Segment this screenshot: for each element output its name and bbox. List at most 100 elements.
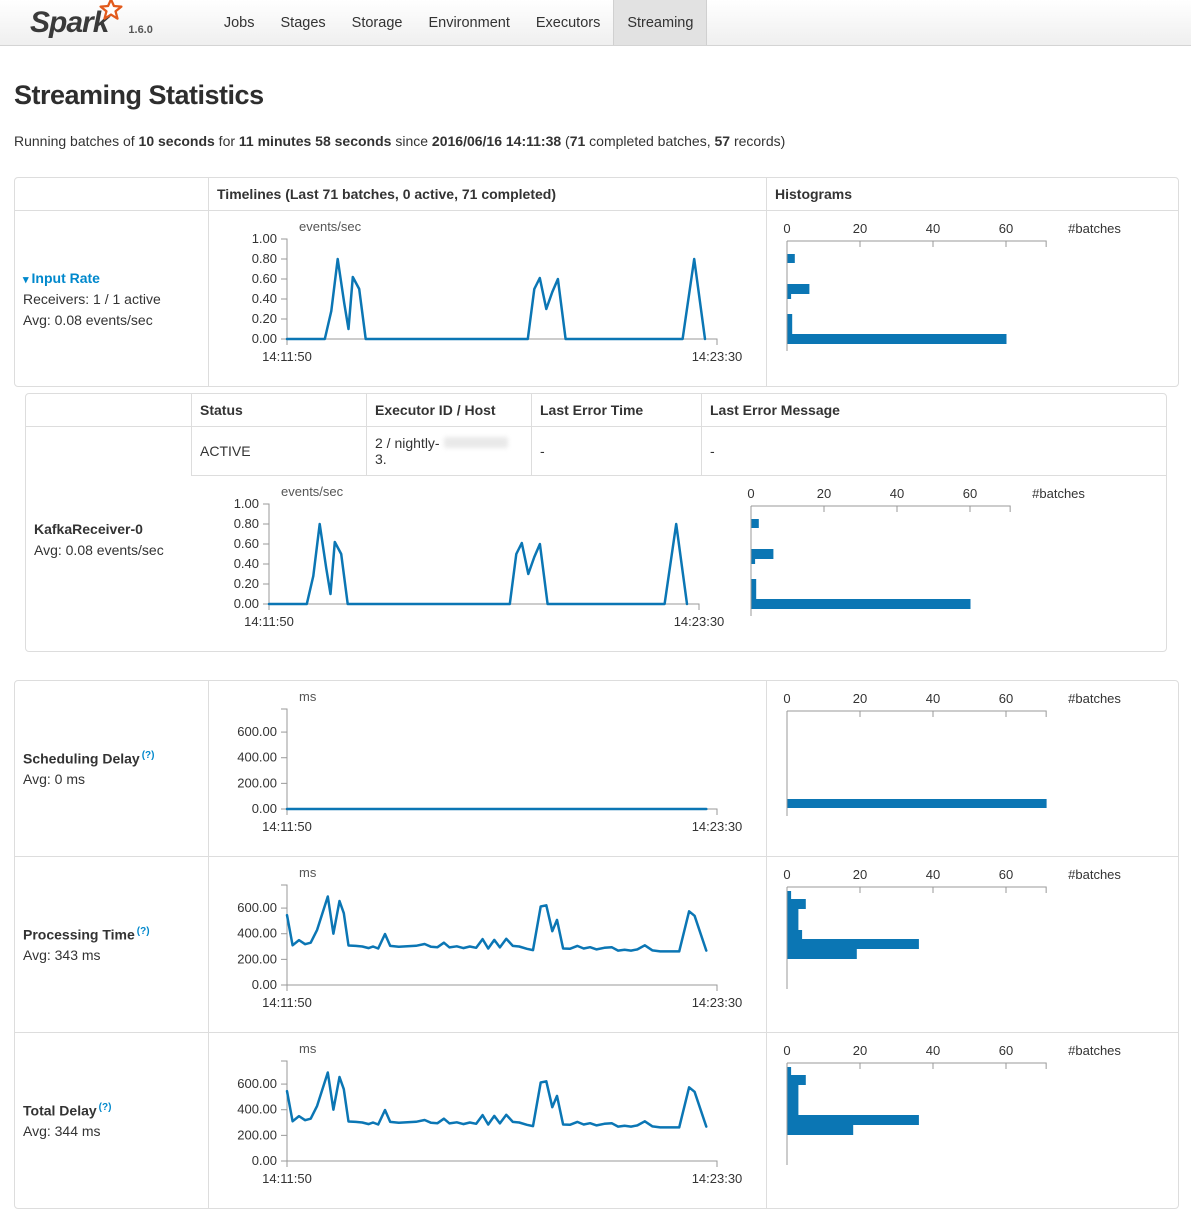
svg-text:0.00: 0.00 [252,977,277,992]
empty-header-cell [15,178,208,210]
svg-text:#batches: #batches [1068,691,1121,706]
svg-text:40: 40 [890,486,904,501]
svg-text:0: 0 [783,867,790,882]
input-rate-row: ▾ Input Rate Receivers: 1 / 1 active Avg:… [15,210,1178,386]
receiver-last-error-message: - [701,426,1166,475]
svg-text:0.40: 0.40 [252,291,277,306]
svg-text:0: 0 [783,221,790,236]
processing-time-avg: Avg: 343 ms [23,947,101,964]
svg-text:400.00: 400.00 [237,926,277,941]
scheduling-delay-histogram-chart: 0 20 40 60 #batches [775,689,1178,848]
processing-time-row: Processing Time (?) Avg: 343 ms ms 600.00 4… [15,856,1178,1032]
svg-text:400.00: 400.00 [237,750,277,765]
scheduling-delay-avg: Avg: 0 ms [23,771,85,788]
svg-text:40: 40 [926,221,940,236]
svg-text:200.00: 200.00 [237,951,277,966]
input-rate-receivers: Receivers: 1 / 1 active [23,290,161,307]
svg-text:60: 60 [999,221,1013,236]
input-rate-histogram-chart: 0 20 40 60 #batches [775,219,1178,378]
tab-streaming[interactable]: Streaming [613,0,708,45]
top-navbar: Spark 1.6.0 Jobs Stages Storage Environm… [0,0,1191,46]
executor-header: Executor ID / Host [366,394,531,426]
svg-text:0.60: 0.60 [234,536,259,551]
svg-text:14:11:50: 14:11:50 [262,819,312,834]
svg-text:0.00: 0.00 [252,801,277,816]
svg-text:40: 40 [926,1043,940,1058]
svg-text:0.00: 0.00 [234,596,259,611]
svg-text:400.00: 400.00 [237,1102,277,1117]
processing-time-label: Processing Time [23,926,135,943]
svg-text:ms: ms [299,1041,317,1056]
svg-text:14:11:50: 14:11:50 [244,614,294,629]
svg-text:1.00: 1.00 [234,496,259,511]
svg-text:14:23:30: 14:23:30 [692,349,743,364]
receiver-table: Status Executor ID / Host Last Error Tim… [25,393,1167,652]
delay-table: Scheduling Delay (?) Avg: 0 ms ms 600.00 40… [14,680,1179,1209]
svg-text:0: 0 [783,691,790,706]
tab-stages[interactable]: Stages [280,14,326,31]
svg-text:0.40: 0.40 [234,556,259,571]
svg-text:14:23:30: 14:23:30 [692,995,743,1010]
svg-text:14:23:30: 14:23:30 [692,819,743,834]
receiver-executor-host: 2 / nightly- 3. [366,426,531,475]
svg-text:0.00: 0.00 [252,1153,277,1168]
nav-tabs: Jobs Stages Storage Environment Executor… [211,0,708,45]
tab-environment[interactable]: Environment [428,14,510,31]
svg-text:60: 60 [999,867,1013,882]
input-rate-timeline-chart: events/sec 1.00 0.80 0.60 0.40 0.20 0.00 14:11:… [217,219,766,378]
svg-text:14:23:30: 14:23:30 [692,1171,743,1186]
total-delay-help-link[interactable]: (?) [98,1101,112,1113]
page-title: Streaming Statistics [14,80,264,110]
svg-text:20: 20 [853,221,867,236]
scheduling-delay-help-link[interactable]: (?) [141,749,155,761]
svg-text:1.00: 1.00 [252,231,277,246]
total-delay-row: Total Delay (?) Avg: 344 ms ms 600.00 400.0… [15,1032,1178,1208]
input-rate-toggle-link[interactable]: ▾ Input Rate [23,270,100,286]
receiver-last-error-time: - [531,426,701,475]
svg-text:40: 40 [926,691,940,706]
tab-executors[interactable]: Executors [535,14,601,31]
svg-text:0.20: 0.20 [234,576,259,591]
svg-text:40: 40 [926,867,940,882]
batch-summary: Running batches of 10 seconds for 11 min… [14,133,786,149]
input-rate-avg: Avg: 0.08 events/sec [23,311,153,328]
scheduling-delay-label: Scheduling Delay [23,750,140,767]
scheduling-delay-row: Scheduling Delay (?) Avg: 0 ms ms 600.00 40… [15,681,1178,856]
svg-text:20: 20 [817,486,831,501]
svg-text:events/sec: events/sec [281,484,344,499]
receiver-histogram-chart: 0 20 40 60 #batches [739,484,1135,643]
total-delay-timeline-chart: ms 600.00 400.00 200.00 0.00 14:11:50 14:23:30 [217,1041,766,1200]
svg-text:600.00: 600.00 [237,900,277,915]
svg-text:0.80: 0.80 [234,516,259,531]
svg-text:0: 0 [747,486,754,501]
receiver-name: KafkaReceiver-0 [34,520,143,537]
last-error-time-header: Last Error Time [531,394,701,426]
svg-text:60: 60 [999,691,1013,706]
tab-storage[interactable]: Storage [351,14,403,31]
svg-text:60: 60 [963,486,977,501]
processing-time-timeline-chart: ms 600.00 400.00 200.00 0.00 14:11:50 14:23:30 [217,865,766,1024]
receiver-timeline-chart: events/sec 1.00 0.80 0.60 0.40 0.20 0.00 14:11:… [199,484,739,643]
spark-brand: Spark 1.6.0 [30,0,153,45]
total-delay-histogram-chart: 0 20 40 60 #batches [775,1041,1178,1200]
svg-text:#batches: #batches [1068,867,1121,882]
timelines-header: Timelines (Last 71 batches, 0 active, 71… [208,178,766,210]
svg-text:200.00: 200.00 [237,775,277,790]
tab-jobs[interactable]: Jobs [223,14,255,31]
svg-text:0.20: 0.20 [252,311,277,326]
svg-text:20: 20 [853,1043,867,1058]
svg-text:60: 60 [999,1043,1013,1058]
svg-text:20: 20 [853,691,867,706]
svg-text:14:23:30: 14:23:30 [674,614,725,629]
processing-time-help-link[interactable]: (?) [136,925,150,937]
spark-star-icon [98,0,124,26]
last-error-message-header: Last Error Message [701,394,1166,426]
processing-time-histogram-chart: 0 20 40 60 #batches [775,865,1178,1024]
collapse-arrow-icon: ▾ [23,273,29,286]
svg-text:14:11:50: 14:11:50 [262,995,312,1010]
svg-text:#batches: #batches [1068,221,1121,236]
svg-text:14:11:50: 14:11:50 [262,349,312,364]
streaming-stats-table: Timelines (Last 71 batches, 0 active, 71… [14,177,1179,387]
svg-text:14:11:50: 14:11:50 [262,1171,312,1186]
redacted-host [443,437,508,448]
